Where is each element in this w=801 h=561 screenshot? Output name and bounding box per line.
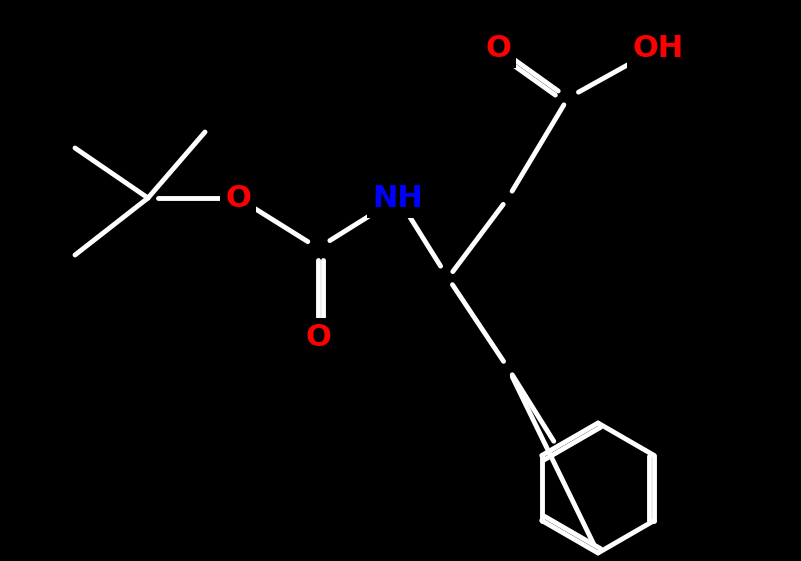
- Text: O: O: [305, 324, 331, 352]
- Text: O: O: [225, 183, 251, 213]
- Text: NH: NH: [372, 183, 424, 213]
- Text: O: O: [485, 34, 511, 62]
- Text: OH: OH: [632, 34, 683, 62]
